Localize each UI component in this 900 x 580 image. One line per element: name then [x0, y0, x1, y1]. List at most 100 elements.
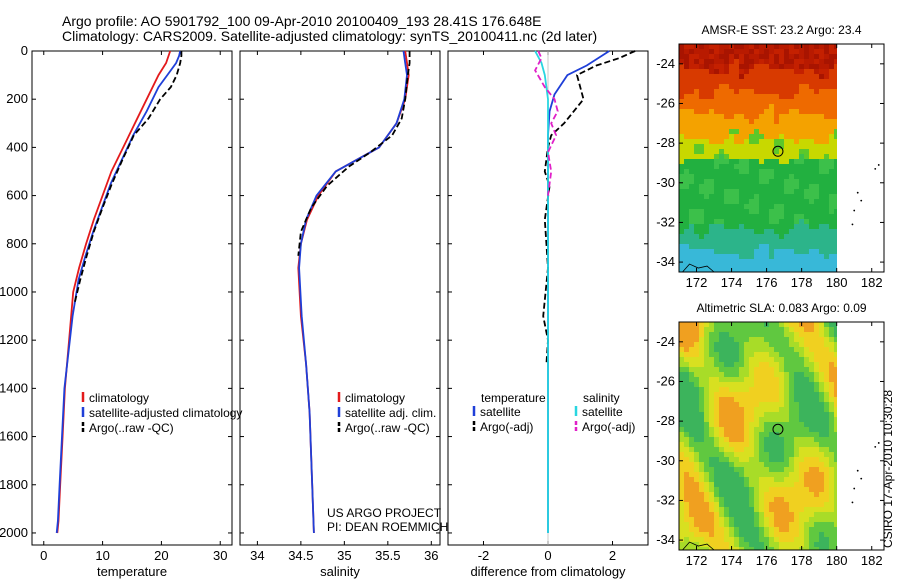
sst_map-cell — [814, 169, 820, 175]
sst_map-cell — [694, 69, 700, 75]
sla_map-cell — [734, 477, 740, 483]
sla_map-cell — [744, 402, 750, 408]
sst_map-cell — [684, 214, 690, 220]
sla_map-cell — [784, 407, 790, 413]
sst_map-cell — [709, 124, 715, 130]
sst_map-cell — [684, 154, 690, 160]
sla_map-cell — [679, 332, 685, 338]
sla_map-cell — [679, 492, 685, 498]
sst_map-cell — [779, 109, 785, 115]
sst_map-cell — [809, 79, 815, 85]
sla_map-cell — [794, 402, 800, 408]
sst_map-cell — [679, 204, 685, 210]
sst_map-cell — [764, 144, 770, 150]
sla_map-cell — [754, 322, 760, 328]
sst_map-cell — [724, 249, 730, 255]
sla_map-cell — [714, 457, 720, 463]
sla_map-island — [874, 446, 877, 448]
sst_map-cell — [764, 234, 770, 240]
sla_map-cell — [789, 492, 795, 498]
sla_map-cell — [734, 537, 740, 543]
sla_map-cell — [834, 347, 837, 353]
sst_map-cell — [714, 179, 720, 185]
sla_map-cell — [789, 447, 795, 453]
sla_map-cell — [769, 527, 775, 533]
sst_map-cell — [794, 169, 800, 175]
sst_map-cell — [814, 44, 820, 50]
sla_map-cell — [704, 392, 710, 398]
sst_map-cell — [779, 124, 785, 130]
sla_map-cell — [819, 477, 825, 483]
sst_map-cell — [734, 49, 740, 55]
sla_map-cell — [684, 522, 690, 528]
sla_map-cell — [749, 442, 755, 448]
sla_map-cell — [819, 397, 825, 403]
sla_map-cell — [774, 447, 780, 453]
sst_map-cell — [794, 119, 800, 125]
sst_map-cell — [739, 59, 745, 65]
sla_map-cell — [684, 537, 690, 543]
sst_map-cell — [834, 129, 837, 135]
sst_map-cell — [719, 74, 725, 80]
sst_map-cell — [689, 64, 695, 70]
sst_map-cell — [744, 84, 750, 90]
sla_map-cell — [714, 452, 720, 458]
sla_map-cell — [784, 537, 790, 543]
sla_map-cell — [679, 462, 685, 468]
sst_map-cell — [699, 54, 705, 60]
sla_map-cell — [769, 467, 775, 473]
sst_map-cell — [734, 234, 740, 240]
sla_map-cell — [769, 502, 775, 508]
sst_map-xtick-label: 178 — [791, 275, 813, 290]
sst_map-cell — [749, 84, 755, 90]
sst_map-cell — [694, 144, 700, 150]
sla_map-cell — [739, 457, 745, 463]
sla_map-cell — [814, 327, 820, 333]
sla_map-cell — [704, 452, 710, 458]
sst_map-cell — [754, 209, 760, 215]
sla_map-cell — [729, 467, 735, 473]
sla_map-cell — [714, 502, 720, 508]
sst_map-cell — [689, 49, 695, 55]
sst_map-cell — [829, 89, 835, 95]
sla_map-cell — [714, 432, 720, 438]
sla_map-cell — [819, 382, 825, 388]
sst_map-cell — [759, 104, 765, 110]
sst_map-cell — [719, 209, 725, 215]
sla_map-cell — [764, 457, 770, 463]
sla_map-cell — [799, 432, 805, 438]
sla_map-cell — [754, 507, 760, 513]
sla_map-cell — [739, 432, 745, 438]
sla_map-cell — [784, 422, 790, 428]
sst_map-cell — [739, 189, 745, 195]
sla_map-cell — [694, 367, 700, 373]
sla_map-cell — [709, 342, 715, 348]
temperature-xlabel: temperature — [97, 564, 167, 579]
sst_map-cell — [764, 129, 770, 135]
sla_map-cell — [834, 487, 837, 493]
sst_map-cell — [774, 64, 780, 70]
sst_map-cell — [679, 44, 685, 50]
sla_map-cell — [809, 402, 815, 408]
sla_map-cell — [819, 327, 825, 333]
sst_map-cell — [799, 69, 805, 75]
sla_map-cell — [689, 472, 695, 478]
sla_map-cell — [749, 497, 755, 503]
sst_map-cell — [784, 94, 790, 100]
sst_map-cell — [699, 134, 705, 140]
sla_map-cell — [679, 337, 685, 343]
sst_map-cell — [784, 164, 790, 170]
sst_map-cell — [814, 214, 820, 220]
sla_map-cell — [754, 542, 760, 548]
sla_map-cell — [739, 337, 745, 343]
sst_map-cell — [834, 209, 837, 215]
sla_map-cell — [764, 527, 770, 533]
sst_map-cell — [704, 214, 710, 220]
sla_map-cell — [684, 502, 690, 508]
sla_map-cell — [734, 392, 740, 398]
sla_map-cell — [744, 347, 750, 353]
sla_map-cell — [834, 407, 837, 413]
sst_map-cell — [819, 124, 825, 130]
sla_map-cell — [724, 532, 730, 538]
sst_map-cell — [809, 49, 815, 55]
